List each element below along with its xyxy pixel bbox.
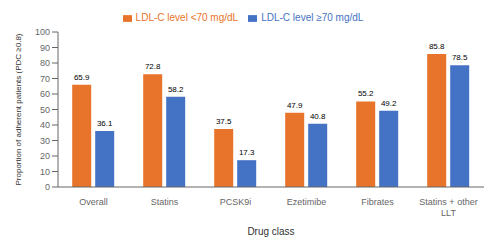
svg-text:Fibrates: Fibrates [361,197,394,207]
svg-text:49.2: 49.2 [381,99,397,108]
svg-text:Statins + otherLLT: Statins + otherLLT [419,197,477,218]
svg-text:40: 40 [40,120,50,130]
svg-text:80: 80 [40,58,50,68]
svg-text:20: 20 [40,151,50,161]
svg-text:36.1: 36.1 [97,119,113,128]
svg-text:58.2: 58.2 [168,85,184,94]
svg-text:90: 90 [40,43,50,53]
svg-text:Statins: Statins [151,197,179,207]
svg-text:40.8: 40.8 [310,112,326,121]
svg-text:Drug class: Drug class [247,226,294,237]
svg-text:Overall: Overall [79,197,108,207]
svg-text:70: 70 [40,74,50,84]
svg-text:Ezetimibe: Ezetimibe [287,197,327,207]
html-text:LDL-C level <70 mg/dL: LDL-C level <70 mg/dL [135,12,239,23]
svg-text:60: 60 [40,89,50,99]
svg-text:100: 100 [35,27,50,37]
svg-text:37.5: 37.5 [216,117,232,126]
svg-text:30: 30 [40,136,50,146]
svg-text:10: 10 [40,167,50,177]
svg-text:85.8: 85.8 [429,42,445,51]
svg-text:Proportion of adherent patient: Proportion of adherent patients (PDC ≥0.… [14,33,23,185]
svg-text:72.8: 72.8 [145,62,161,71]
svg-text:0: 0 [45,182,50,192]
svg-text:78.5: 78.5 [452,53,468,62]
svg-text:55.2: 55.2 [358,89,374,98]
svg-text:47.9: 47.9 [287,101,303,110]
svg-text:50: 50 [40,105,50,115]
html-text:LDL-C level ≥70 mg/dL: LDL-C level ≥70 mg/dL [261,12,364,23]
svg-text:17.3: 17.3 [239,148,255,157]
svg-text:65.9: 65.9 [74,73,90,82]
svg-text:PCSK9i: PCSK9i [220,197,252,207]
